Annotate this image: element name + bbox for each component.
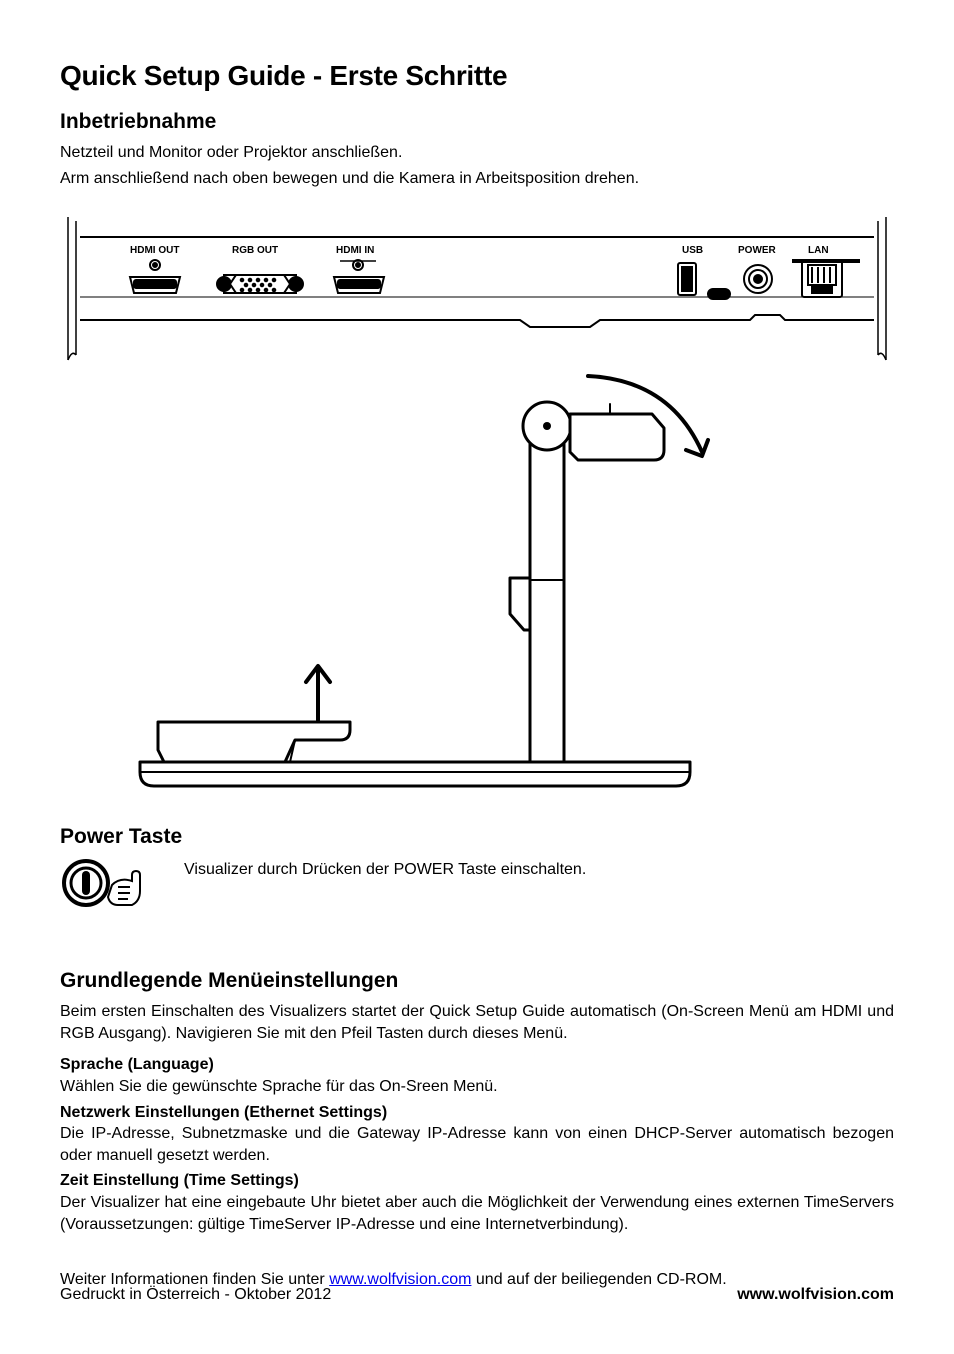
item1-text: Die IP-Adresse, Subnetzmaske und die Gat… <box>60 1123 894 1166</box>
footer-left: Gedruckt in Österreich - Oktober 2012 <box>60 1286 331 1304</box>
item1-title: Netzwerk Einstellungen (Ethernet Setting… <box>60 1102 894 1124</box>
section-menu: Grundlegende Menüeinstellungen Beim erst… <box>60 969 894 1291</box>
svg-text:POWER: POWER <box>738 245 777 256</box>
power-button-icon <box>60 857 156 913</box>
section3-heading: Grundlegende Menüeinstellungen <box>60 969 894 993</box>
section-inbetriebnahme: Inbetriebnahme Netzteil und Monitor oder… <box>60 110 894 189</box>
section2-heading: Power Taste <box>60 825 894 849</box>
visualizer-diagram <box>110 370 730 810</box>
item2-title: Zeit Einstellung (Time Settings) <box>60 1170 894 1192</box>
svg-text:USB: USB <box>682 245 703 256</box>
footer-right: www.wolfvision.com <box>737 1286 894 1304</box>
rear-panel-diagram: HDMI OUT RGB OUT HDMI IN USB POWER LAN <box>60 215 894 365</box>
diagram-area: HDMI OUT RGB OUT HDMI IN USB POWER LAN <box>60 215 894 795</box>
section3-intro: Beim ersten Einschalten des Visualizers … <box>60 1001 894 1044</box>
item0-text: Wählen Sie die gewünschte Sprache für da… <box>60 1076 894 1098</box>
svg-text:HDMI OUT: HDMI OUT <box>130 245 179 256</box>
svg-text:HDMI IN: HDMI IN <box>336 245 374 256</box>
section1-line1: Netzteil und Monitor oder Projektor ansc… <box>60 142 894 164</box>
section-power: Power Taste Visualizer durch Drücken de <box>60 825 894 913</box>
section1-heading: Inbetriebnahme <box>60 110 894 134</box>
svg-text:RGB OUT: RGB OUT <box>232 245 278 256</box>
page-title: Quick Setup Guide - Erste Schritte <box>60 60 894 92</box>
section2-text: Visualizer durch Drücken der POWER Taste… <box>184 857 586 881</box>
svg-text:LAN: LAN <box>808 245 829 256</box>
section1-line2: Arm anschließend nach oben bewegen und d… <box>60 168 894 190</box>
item0-title: Sprache (Language) <box>60 1054 894 1076</box>
item2-text: Der Visualizer hat eine eingebaute Uhr b… <box>60 1192 894 1235</box>
page-footer: Gedruckt in Österreich - Oktober 2012 ww… <box>60 1286 894 1304</box>
